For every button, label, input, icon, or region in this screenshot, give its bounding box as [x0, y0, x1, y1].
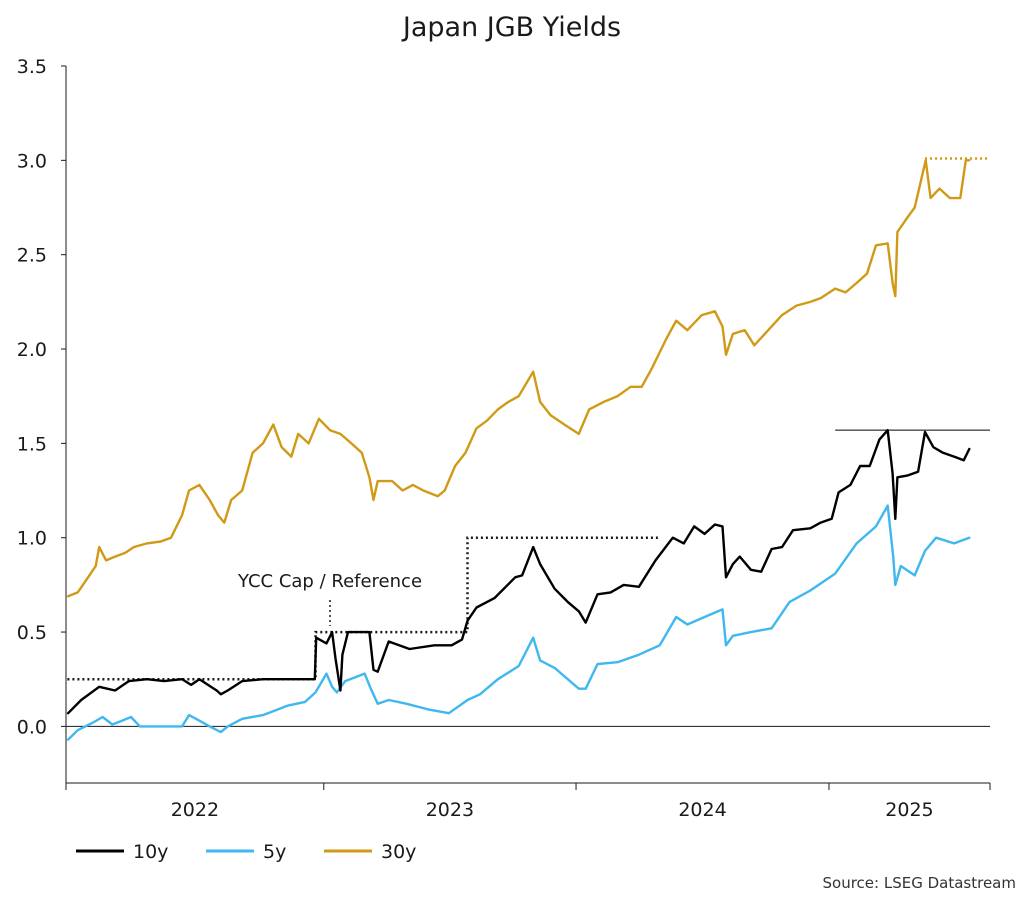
x-tick-label: 2022	[171, 799, 219, 821]
reference-lines	[67, 157, 990, 681]
y-axis: 0.0 0.5 1.0 1.5 2.0 2.5 3.0 3.5	[17, 56, 67, 783]
legend-label-5y: 5y	[263, 841, 286, 863]
ycc-reference-line	[67, 536, 659, 681]
y-tick-label: 1.5	[17, 433, 47, 455]
ycc-annotation-label: YCC Cap / Reference	[237, 571, 422, 592]
y-tick-label: 0.0	[17, 716, 47, 738]
y-tick-label: 2.0	[17, 339, 47, 361]
legend: 10y 5y 30y	[76, 841, 416, 863]
x-tick-label: 2025	[885, 799, 933, 821]
chart-title: Japan JGB Yields	[401, 12, 621, 43]
series-line-5y	[66, 504, 971, 741]
x-axis: 2022 2023 2024 2025	[65, 725, 991, 821]
legend-label-30y: 30y	[381, 841, 416, 863]
series-line-30y	[66, 159, 971, 598]
series-lines	[66, 159, 971, 741]
source-note: Source: LSEG Datastream	[823, 874, 1016, 892]
x-tick-label: 2024	[678, 799, 726, 821]
y-tick-label: 3.0	[17, 150, 47, 172]
y-tick-label: 2.5	[17, 245, 47, 267]
y-tick-label: 0.5	[17, 622, 47, 644]
y-tick-label: 1.0	[17, 528, 47, 550]
x-tick-label: 2023	[426, 799, 474, 821]
y-tick-label: 3.5	[17, 56, 47, 78]
series-line-10y	[66, 429, 971, 715]
legend-label-10y: 10y	[133, 841, 168, 863]
